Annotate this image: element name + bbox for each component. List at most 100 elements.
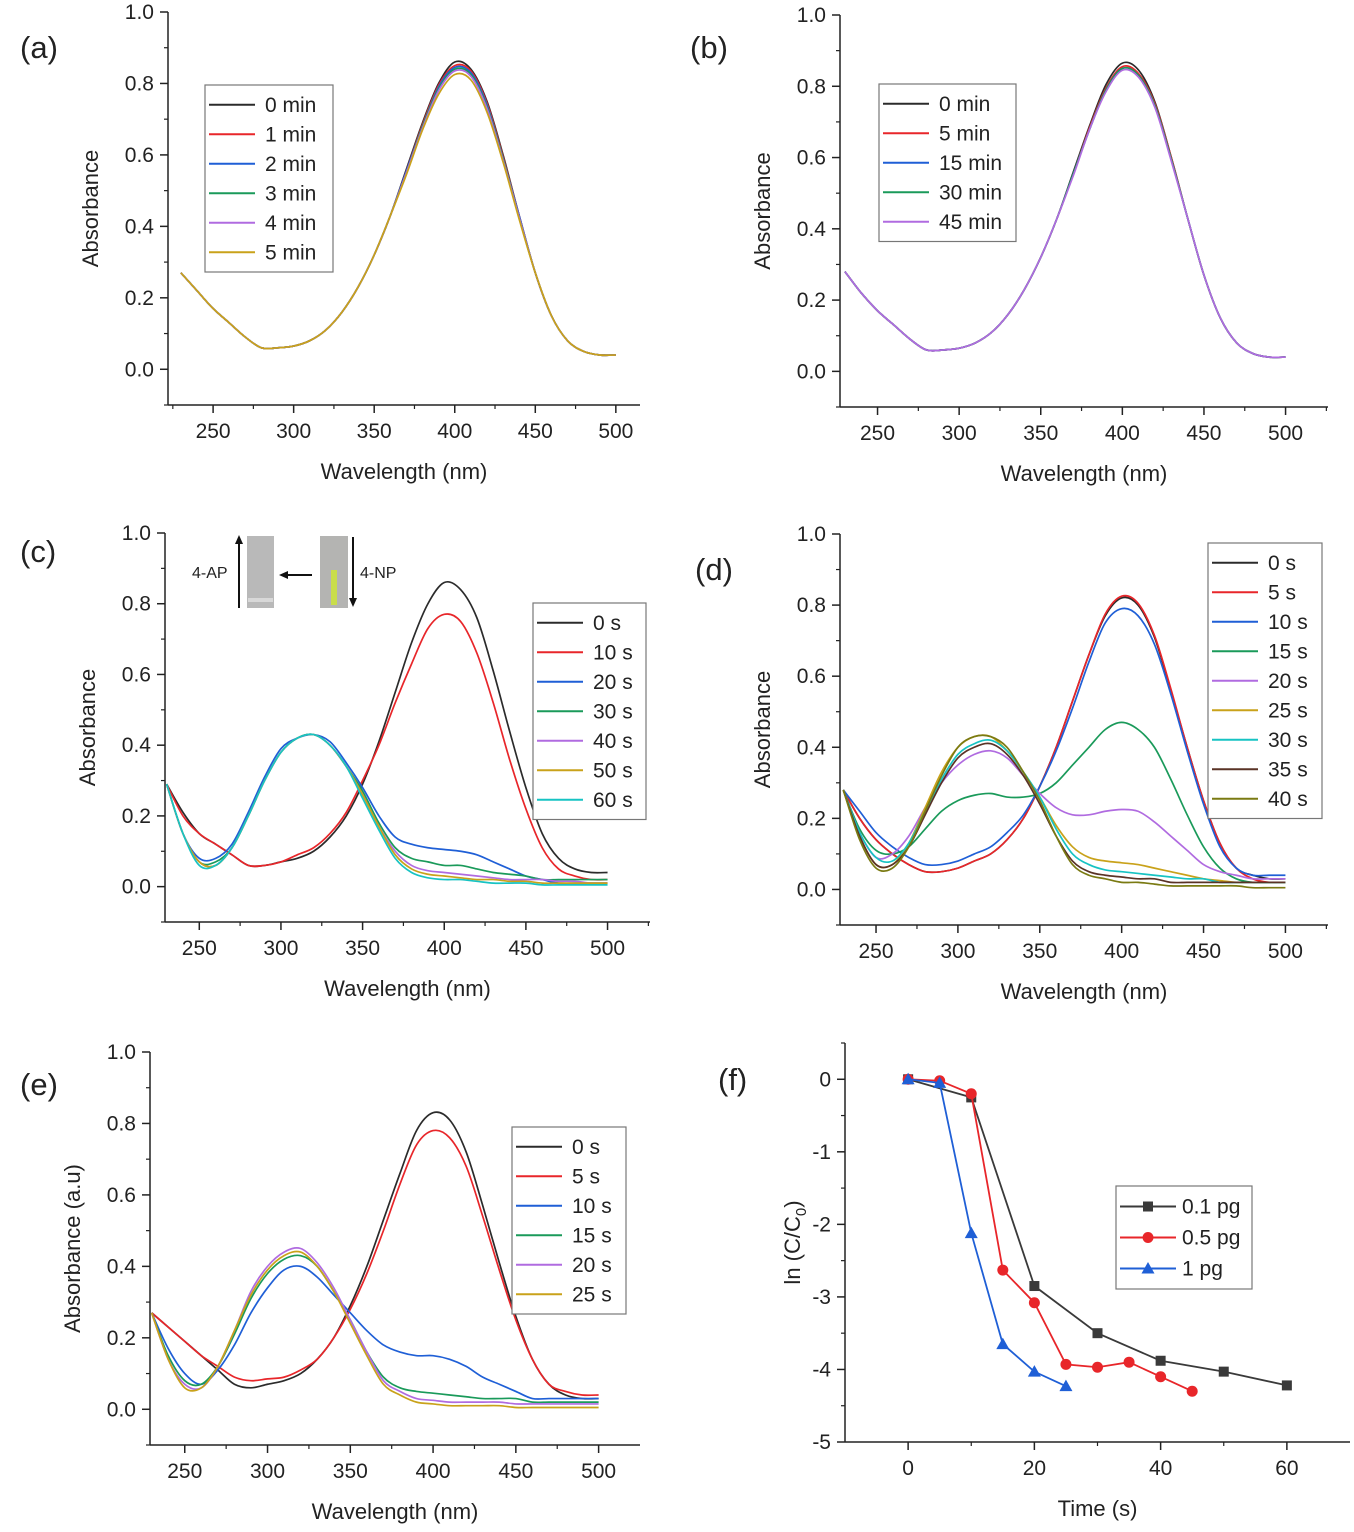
legend-label: 5 s bbox=[1268, 581, 1296, 604]
legend-label: 5 min bbox=[265, 241, 316, 264]
y-tick-label: 1.0 bbox=[797, 4, 826, 27]
y-tick-label: 0.0 bbox=[797, 878, 826, 901]
data-point bbox=[1155, 1355, 1166, 1366]
legend: 0.1 pg 0.5 pg 1 pg bbox=[1115, 1185, 1253, 1290]
legend-label: 0 s bbox=[593, 612, 621, 635]
data-point bbox=[1218, 1366, 1229, 1377]
x-tick-label: 20 bbox=[1023, 1457, 1046, 1480]
x-tick-label: 500 bbox=[1268, 422, 1303, 445]
data-point bbox=[1155, 1371, 1167, 1383]
y-tick-label: 0.6 bbox=[125, 144, 154, 167]
data-point bbox=[1059, 1379, 1073, 1392]
x-tick-label: 250 bbox=[859, 940, 894, 963]
legend-label: 0 min bbox=[265, 94, 316, 117]
inset-cuvette-photo: 4-AP 4-NP bbox=[192, 535, 396, 608]
x-axis-label: Time (s) bbox=[1058, 1496, 1138, 1521]
x-tick-label: 500 bbox=[581, 1460, 616, 1483]
x-tick-label: 450 bbox=[498, 1460, 533, 1483]
legend-label: 5 min bbox=[939, 122, 990, 145]
y-tick-label: 0.4 bbox=[125, 215, 155, 238]
y-tick-label: 0.6 bbox=[107, 1184, 136, 1207]
panel-label: (e) bbox=[20, 1067, 58, 1102]
legend-label: 15 min bbox=[939, 152, 1002, 175]
data-point bbox=[1123, 1356, 1135, 1368]
legend-label: 3 min bbox=[265, 182, 316, 205]
x-tick-label: 350 bbox=[1023, 422, 1058, 445]
y-tick-label: 0.2 bbox=[125, 287, 154, 310]
y-tick-label: -1 bbox=[812, 1141, 831, 1164]
legend: 0 s 5 s 10 s 15 s 20 s 25 s bbox=[511, 1126, 627, 1315]
legend-label: 25 s bbox=[1268, 699, 1308, 722]
y-axis-label-text: Absorbance bbox=[750, 671, 775, 788]
x-tick-label: 500 bbox=[1268, 940, 1303, 963]
panel-label: (d) bbox=[695, 552, 733, 587]
legend-label: 0 min bbox=[939, 93, 990, 116]
data-point bbox=[996, 1337, 1010, 1350]
x-tick-label: 450 bbox=[518, 420, 553, 443]
data-point bbox=[997, 1264, 1009, 1276]
y-tick-label: 0.4 bbox=[107, 1255, 137, 1278]
arrow-down-icon bbox=[349, 598, 357, 607]
legend-label: 5 s bbox=[572, 1165, 600, 1188]
y-tick-label: 1.0 bbox=[797, 523, 826, 546]
y-tick-label: 0.6 bbox=[797, 665, 826, 688]
x-axis-label: Wavelength (nm) bbox=[1001, 461, 1168, 486]
inset-label-4ap: 4-AP bbox=[192, 565, 228, 582]
panel-label: (c) bbox=[20, 534, 56, 569]
legend-label: 20 s bbox=[572, 1254, 612, 1277]
y-tick-label: 0.8 bbox=[107, 1112, 136, 1135]
y-tick-label: 0.2 bbox=[107, 1327, 136, 1350]
legend: 0 min 5 min 15 min 30 min 45 min bbox=[878, 83, 1017, 243]
x-tick-label: 400 bbox=[416, 1460, 451, 1483]
data-point bbox=[1029, 1281, 1040, 1292]
data-point bbox=[964, 1226, 978, 1239]
legend-box bbox=[511, 1126, 627, 1315]
series-line-1 bbox=[842, 594, 1286, 884]
legend: 0 s 10 s 20 s 30 s 40 s 50 s 60 s bbox=[532, 602, 647, 821]
arrow-up-icon bbox=[235, 535, 243, 544]
arrow-left-icon bbox=[279, 571, 288, 579]
legend-label: 25 s bbox=[572, 1283, 612, 1306]
y-tick-label: 0.8 bbox=[797, 594, 826, 617]
y-tick-label: 0 bbox=[819, 1068, 831, 1091]
y-axis-label-text: Absorbance (a.u) bbox=[60, 1164, 85, 1333]
legend-label: 30 s bbox=[1268, 729, 1308, 752]
x-tick-label: 250 bbox=[182, 937, 217, 960]
panel-e: (e) 250 300 350 400 450 500 0.0 0.2 0.4 0.6 0.8 1.0 W… bbox=[20, 1041, 640, 1524]
series-line-5 bbox=[150, 1250, 599, 1409]
legend-label: 1 pg bbox=[1182, 1258, 1223, 1281]
x-tick-label: 300 bbox=[263, 937, 298, 960]
y-tick-label: 0.2 bbox=[797, 289, 826, 312]
x-axis-label: Wavelength (nm) bbox=[1001, 979, 1168, 1004]
legend-label: 0 s bbox=[572, 1136, 600, 1159]
y-tick-label: 0.8 bbox=[122, 593, 151, 616]
x-tick-label: 300 bbox=[942, 422, 977, 445]
x-tick-label: 300 bbox=[940, 940, 975, 963]
data-point bbox=[1060, 1358, 1072, 1370]
legend-label: 10 s bbox=[593, 641, 633, 664]
x-tick-label: 250 bbox=[167, 1460, 202, 1483]
legend: 0 min 1 min 2 min 3 min 4 min 5 min bbox=[204, 84, 334, 273]
y-tick-label: -4 bbox=[812, 1358, 831, 1381]
legend-box bbox=[204, 84, 334, 273]
panel-b: (b) 250 300 350 400 450 500 0.0 0.2 0.4 0.6 0.8 1.0 W… bbox=[690, 4, 1328, 486]
series-line-2 bbox=[150, 1265, 599, 1400]
panel-label: (f) bbox=[718, 1062, 747, 1097]
series-line-2 bbox=[908, 1078, 1067, 1387]
legend-label: 45 min bbox=[939, 211, 1002, 234]
data-point bbox=[1281, 1380, 1292, 1391]
x-axis-label: Wavelength (nm) bbox=[324, 976, 491, 1001]
series-line-1 bbox=[165, 613, 608, 881]
y-axis-label: Absorbance bbox=[750, 152, 775, 269]
y-tick-label: 0.6 bbox=[797, 147, 826, 170]
legend-label: 35 s bbox=[1268, 758, 1308, 781]
y-axis-label: Absorbance (a.u) bbox=[60, 1164, 85, 1333]
legend-label: 10 s bbox=[572, 1195, 612, 1218]
legend-label: 30 min bbox=[939, 181, 1002, 204]
series-line-2 bbox=[842, 607, 1286, 877]
x-tick-label: 350 bbox=[357, 420, 392, 443]
panel-label: (a) bbox=[20, 30, 58, 65]
cuvette-4ap bbox=[247, 536, 274, 608]
legend-marker bbox=[1143, 1201, 1153, 1212]
